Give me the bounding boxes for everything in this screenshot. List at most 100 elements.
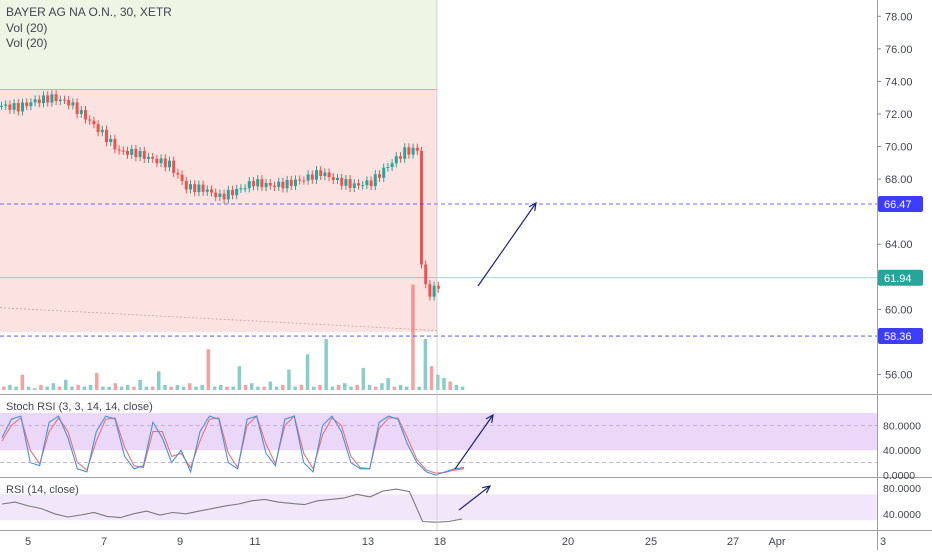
volume-bar <box>144 386 149 390</box>
candle-body <box>369 180 373 187</box>
candle-body <box>67 99 71 106</box>
rsi-band <box>0 494 877 521</box>
candle-body <box>323 172 327 176</box>
rsi-line <box>1 488 463 523</box>
volume-bar <box>324 339 328 390</box>
candle-body <box>327 172 331 178</box>
stoch-rsi-pane: 80.0000 40.0000 0.0000 <box>0 415 921 482</box>
candle-body <box>168 160 171 168</box>
candle-body <box>96 124 100 133</box>
price-axis-tick: 56.00 <box>885 369 913 381</box>
volume-bar <box>132 386 136 390</box>
volume-bar <box>256 386 260 390</box>
candle-body <box>273 185 276 187</box>
rsi-title: RSI (14, close) <box>6 484 79 496</box>
candle-body <box>386 166 390 168</box>
candle-body <box>71 102 75 106</box>
candle-body <box>243 188 247 190</box>
volume-bar <box>188 383 192 390</box>
volume-bar <box>157 371 161 390</box>
candle-body <box>109 138 113 143</box>
volume-bar <box>448 381 452 390</box>
volume-bar <box>95 373 99 390</box>
candle-body <box>357 183 360 186</box>
price-axis-tick: 72.00 <box>885 109 913 121</box>
candle-body <box>403 147 407 159</box>
candle-body <box>260 179 264 188</box>
candle-body <box>428 284 432 297</box>
time-axis-tick: 11 <box>249 536 260 548</box>
candle-body <box>373 174 377 187</box>
volume-bar <box>374 386 378 390</box>
stoch-axis-tick: 40.0000 <box>883 445 921 457</box>
candle-body <box>382 167 386 178</box>
stoch-k-line <box>1 415 465 476</box>
volume-bar <box>39 384 43 390</box>
candle-body <box>180 174 184 181</box>
candle-body <box>100 129 104 133</box>
drawing-arrows[interactable] <box>454 201 537 511</box>
volume-bar <box>299 384 304 390</box>
volume-bar <box>57 386 62 390</box>
volume-bar <box>107 386 111 390</box>
candle-body <box>285 179 289 189</box>
rsi-pane: 80.0000 40.0000 <box>1 483 921 523</box>
time-axis-tick: Apr <box>768 536 785 548</box>
candle-body <box>37 99 41 104</box>
risk-reward-zones <box>0 0 877 521</box>
arrow-head <box>485 413 494 423</box>
volume-bar <box>70 386 74 390</box>
stoch-axis-tick: 0.0000 <box>883 470 915 482</box>
volume-bar <box>64 379 68 390</box>
stoch-band <box>0 413 877 451</box>
volume-bar <box>398 384 403 390</box>
candle-body <box>256 179 260 187</box>
candle-body <box>394 156 398 164</box>
volume-bar <box>405 386 409 390</box>
target-zone <box>0 0 437 90</box>
candle-body <box>205 189 209 192</box>
volume-bar <box>231 386 235 390</box>
price-label: 66.47 <box>884 199 912 211</box>
candle-body <box>281 181 285 189</box>
candle-body <box>399 156 402 159</box>
candle-body <box>420 150 423 265</box>
price-levels: 66.47 61.94 58.36 <box>0 196 923 345</box>
candle-body <box>79 110 83 114</box>
volume-bar <box>429 366 434 390</box>
candle-body <box>407 147 411 155</box>
candle-body <box>226 189 230 200</box>
rsi-axis-tick: 40.0000 <box>883 509 921 521</box>
candle-body <box>315 170 318 180</box>
volume-bar <box>293 386 297 390</box>
candle-body <box>252 181 255 187</box>
candle-body <box>340 177 344 186</box>
candle-body <box>239 188 243 190</box>
stoch-axis-tick: 80.0000 <box>883 420 921 432</box>
stoch-rsi-title: Stoch RSI (3, 3, 14, 14, close) <box>6 401 153 413</box>
candle-body <box>151 156 155 159</box>
candle-body <box>331 177 335 180</box>
volume-bar <box>442 378 446 390</box>
price-label: 61.94 <box>884 273 912 285</box>
volume-bar <box>26 386 31 390</box>
volume-bar <box>361 367 366 390</box>
stoch-d-line <box>1 415 465 474</box>
volume-bar <box>82 386 87 390</box>
candle-body <box>16 103 20 112</box>
volume-bars <box>2 284 465 390</box>
candle-body <box>302 180 306 182</box>
candle-body <box>33 99 37 103</box>
axes: 78.00 76.00 74.00 72.00 70.00 68.00 64.00 60.00… <box>25 0 913 548</box>
time-axis-tick: 18 <box>434 536 446 548</box>
volume-bar <box>194 386 198 390</box>
candle-body <box>310 174 314 180</box>
candle-body <box>84 110 87 120</box>
candle-body <box>201 184 205 192</box>
candle-body <box>390 163 394 167</box>
candle-body <box>235 188 239 196</box>
volume-bar <box>460 386 465 390</box>
